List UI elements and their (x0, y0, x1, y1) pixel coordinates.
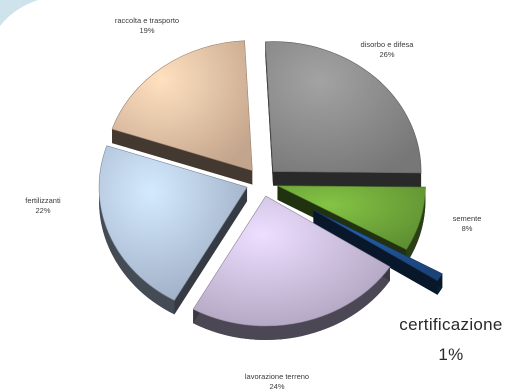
slice-value: 26% (379, 50, 395, 59)
slice-semente (277, 185, 426, 250)
slice-value: 24% (269, 382, 285, 391)
slice-name: lavorazione terreno (244, 372, 310, 381)
slice-certificazione (313, 209, 443, 282)
slice-value: 19% (139, 26, 155, 35)
slice-name: semente (452, 214, 482, 223)
slice-name: fertilizzanti (25, 196, 61, 205)
slice-name: certificazione (399, 315, 503, 334)
slice-label-certificazione: certificazione 1% (384, 312, 518, 368)
slice-wall-5 (112, 40, 253, 185)
corner-decoration (0, 0, 38, 26)
slice-wall-0 (265, 41, 422, 187)
slice-wall-1 (277, 185, 426, 264)
slice-rim-4 (99, 145, 175, 315)
slice-value: 1% (438, 345, 464, 364)
slice-raccolta-e-trasporto (111, 40, 253, 171)
slice-value: 22% (35, 206, 51, 215)
slice-value: 8% (461, 224, 473, 233)
slice-rim-3 (193, 266, 390, 340)
slice-label-raccolta: raccolta e trasporto 19% (92, 16, 202, 36)
slice-wall-2 (313, 209, 443, 295)
slice-name: raccolta e trasporto (114, 16, 180, 25)
slice-label-disorbo: disorbo e difesa 26% (342, 40, 432, 60)
slice-label-lavorazione: lavorazione terreno 24% (222, 372, 332, 392)
slice-label-semente: semente 8% (432, 214, 502, 234)
slice-lavorazione-terreno (192, 195, 391, 327)
slice-disorbo-e-difesa (265, 41, 422, 174)
slice-rim-1 (406, 187, 426, 264)
slice-fertilizzanti (98, 145, 248, 301)
slice-label-fertilizzanti: fertilizzanti 22% (8, 196, 78, 216)
slice-name: disorbo e difesa (360, 40, 414, 49)
